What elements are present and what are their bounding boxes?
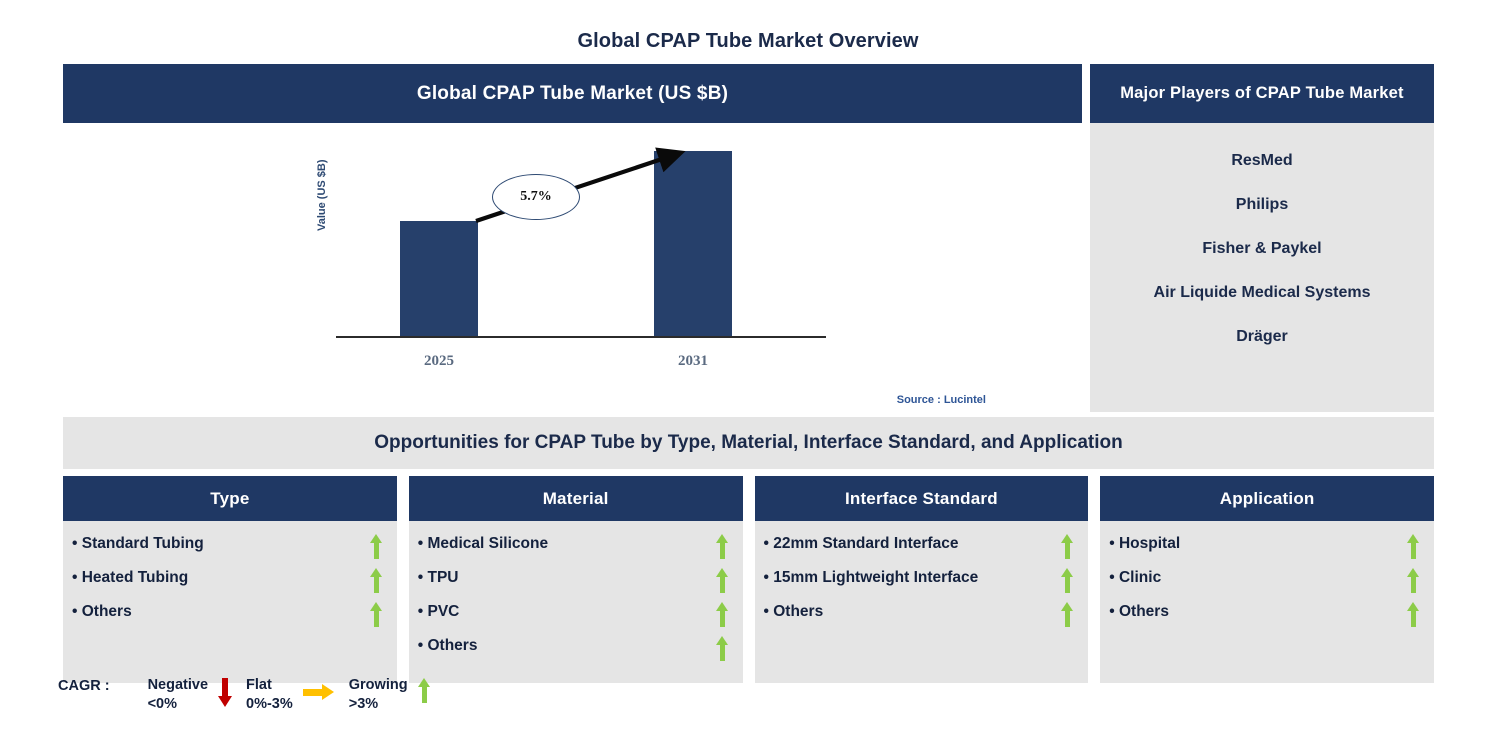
top-row: Global CPAP Tube Market (US $B) Value (U…	[63, 64, 1434, 412]
bar-2031	[654, 151, 732, 336]
legend-negative-arrow-wrap	[218, 676, 233, 713]
legend-flat-label: Flat	[246, 677, 272, 693]
column-body-material: • Medical Silicone • TPU • PVC • Others	[408, 521, 743, 683]
column-body-interface-standard: • 22mm Standard Interface • 15mm Lightwe…	[754, 521, 1089, 683]
arrow-down-icon	[218, 678, 233, 708]
major-players-panel: Major Players of CPAP Tube Market ResMed…	[1090, 64, 1434, 412]
item-label: • Others	[417, 637, 478, 654]
bar-2025	[400, 221, 478, 336]
column-material: Material • Medical Silicone • TPU • PVC …	[408, 476, 743, 683]
cagr-legend: CAGR : Negative <0% Flat 0%-3% Growing >…	[58, 676, 446, 713]
chart-panel-header: Global CPAP Tube Market (US $B)	[63, 64, 1082, 123]
column-header-material: Material	[408, 476, 743, 521]
legend-growing-label: Growing	[348, 677, 408, 693]
item-label: • Others	[1109, 603, 1169, 620]
legend-flat-arrow-wrap	[302, 676, 335, 705]
players-list: ResMed Philips Fisher & Paykel Air Liqui…	[1090, 123, 1434, 359]
list-item: • PVC	[409, 598, 743, 632]
legend-negative-label: Negative	[147, 677, 209, 693]
arrow-up-icon	[1407, 534, 1420, 560]
legend-negative-text: Negative <0%	[148, 676, 208, 713]
legend-flat-text: Flat 0%-3%	[246, 676, 293, 713]
arrow-up-icon	[715, 534, 729, 560]
x-tick-2025: 2025	[424, 353, 454, 369]
source-note: Source : Lucintel	[896, 394, 986, 406]
item-label: • Heated Tubing	[72, 569, 189, 586]
x-axis-line	[336, 336, 826, 338]
legend-growing-text: Growing >3%	[349, 676, 408, 713]
arrow-up-icon	[369, 602, 383, 628]
legend-negative-range: <0%	[147, 695, 177, 712]
item-label: • TPU	[417, 569, 459, 586]
list-item: • Medical Silicone	[409, 530, 743, 564]
arrow-up-icon	[715, 636, 729, 662]
market-chart-panel: Global CPAP Tube Market (US $B) Value (U…	[63, 64, 1082, 412]
bar-chart-plot: 5.7% 2025 2031	[336, 145, 826, 380]
column-body-type: • Standard Tubing • Heated Tubing • Othe…	[63, 521, 397, 683]
column-interface-standard: Interface Standard • 22mm Standard Inter…	[754, 476, 1089, 683]
item-label: • Standard Tubing	[72, 535, 204, 552]
opportunity-columns: Type • Standard Tubing • Heated Tubing •…	[63, 476, 1434, 683]
opportunities-banner: Opportunities for CPAP Tube by Type, Mat…	[63, 417, 1434, 469]
arrow-up-icon	[1061, 602, 1074, 628]
list-item: • Others	[755, 598, 1089, 632]
arrow-up-icon	[1407, 602, 1420, 628]
list-item: Fisher & Paykel	[1202, 240, 1322, 257]
list-item: ResMed	[1231, 152, 1293, 169]
arrow-up-icon	[1061, 568, 1074, 594]
column-type: Type • Standard Tubing • Heated Tubing •…	[63, 476, 397, 683]
list-item: • Clinic	[1100, 564, 1434, 598]
item-label: • Hospital	[1109, 535, 1181, 552]
arrow-up-icon	[369, 568, 383, 594]
chart-body: Value (US $B) 5.7% 2025	[63, 123, 1082, 412]
item-label: • Clinic	[1109, 569, 1162, 586]
column-header-type: Type	[63, 476, 397, 521]
arrow-up-icon	[715, 602, 729, 628]
legend-item-negative: Negative <0%	[148, 676, 233, 713]
list-item: • Others	[63, 598, 397, 632]
arrow-up-icon	[417, 678, 432, 708]
list-item: • 22mm Standard Interface	[755, 530, 1089, 564]
column-header-application: Application	[1100, 476, 1434, 521]
list-item: • Others	[1100, 598, 1434, 632]
legend-growing-range: >3%	[348, 695, 379, 712]
arrow-up-icon	[1407, 568, 1420, 594]
column-application: Application • Hospital • Clinic • Others	[1100, 476, 1434, 683]
page-title: Global CPAP Tube Market Overview	[577, 30, 919, 52]
arrow-right-icon	[302, 684, 335, 700]
item-label: • Others	[72, 603, 132, 620]
cagr-value-bubble: 5.7%	[492, 174, 580, 220]
list-item: Air Liquide Medical Systems	[1153, 284, 1371, 301]
column-header-interface-standard: Interface Standard	[754, 476, 1089, 521]
item-label: • 15mm Lightweight Interface	[763, 569, 979, 586]
list-item: Dräger	[1236, 328, 1288, 345]
list-item: • 15mm Lightweight Interface	[755, 564, 1089, 598]
legend-flat-range: 0%-3%	[246, 695, 293, 712]
legend-item-growing: Growing >3%	[349, 676, 432, 713]
list-item: • Others	[409, 632, 743, 666]
item-label: • Medical Silicone	[417, 535, 549, 552]
arrow-up-icon	[1061, 534, 1074, 560]
list-item: • Hospital	[1100, 530, 1434, 564]
list-item: • Standard Tubing	[63, 530, 397, 564]
legend-title: CAGR :	[58, 678, 110, 694]
list-item: • TPU	[409, 564, 743, 598]
item-label: • 22mm Standard Interface	[763, 535, 959, 552]
arrow-up-icon	[369, 534, 383, 560]
y-axis-label: Value (US $B)	[316, 159, 328, 231]
item-label: • Others	[763, 603, 824, 620]
item-label: • PVC	[417, 603, 460, 620]
x-tick-2031: 2031	[678, 353, 708, 369]
players-panel-header: Major Players of CPAP Tube Market	[1090, 64, 1434, 123]
legend-growing-arrow-wrap	[417, 676, 432, 713]
list-item: Philips	[1235, 196, 1289, 213]
legend-item-flat: Flat 0%-3%	[246, 676, 335, 713]
column-body-application: • Hospital • Clinic • Others	[1100, 521, 1434, 683]
arrow-up-icon	[715, 568, 729, 594]
list-item: • Heated Tubing	[63, 564, 397, 598]
